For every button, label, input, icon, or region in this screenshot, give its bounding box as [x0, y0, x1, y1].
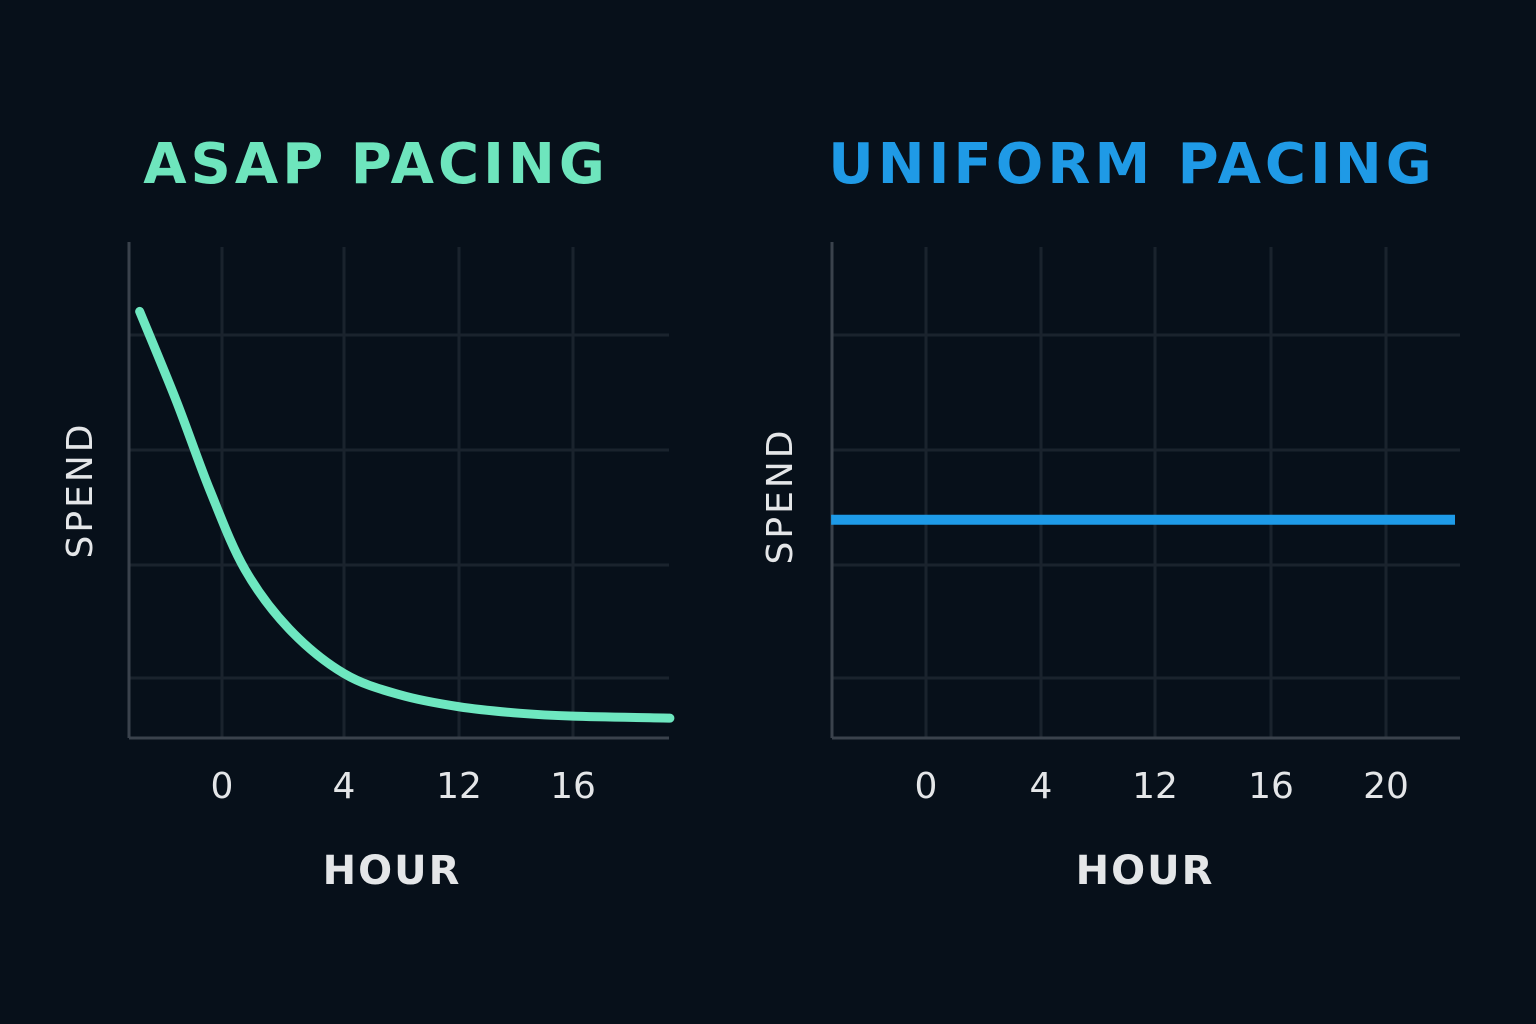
- y-axis-label: SPEND: [760, 428, 801, 565]
- x-tick-label: 4: [333, 766, 356, 807]
- x-tick-label: 12: [1132, 766, 1178, 807]
- x-tick-label: 0: [915, 766, 938, 807]
- x-tick-label: 16: [550, 766, 596, 807]
- x-tick-label: 12: [436, 766, 482, 807]
- x-tick-label: 0: [211, 766, 234, 807]
- y-axis-label: SPEND: [60, 422, 101, 559]
- x-tick-label: 20: [1363, 766, 1409, 807]
- x-tick-label: 4: [1030, 766, 1053, 807]
- asap-chart: ASAP PACING 0 4 12 16 HOUR SPEND: [60, 132, 675, 894]
- spend-line: [135, 306, 675, 723]
- uniform-chart: UNIFORM PACING 0 4 12 16 20 HOUR SPEND: [760, 132, 1460, 894]
- chart-title: UNIFORM PACING: [828, 132, 1435, 197]
- x-axis-label: HOUR: [1076, 848, 1215, 894]
- chart-title: ASAP PACING: [143, 132, 609, 197]
- x-tick-label: 16: [1248, 766, 1294, 807]
- x-axis-label: HOUR: [323, 848, 462, 894]
